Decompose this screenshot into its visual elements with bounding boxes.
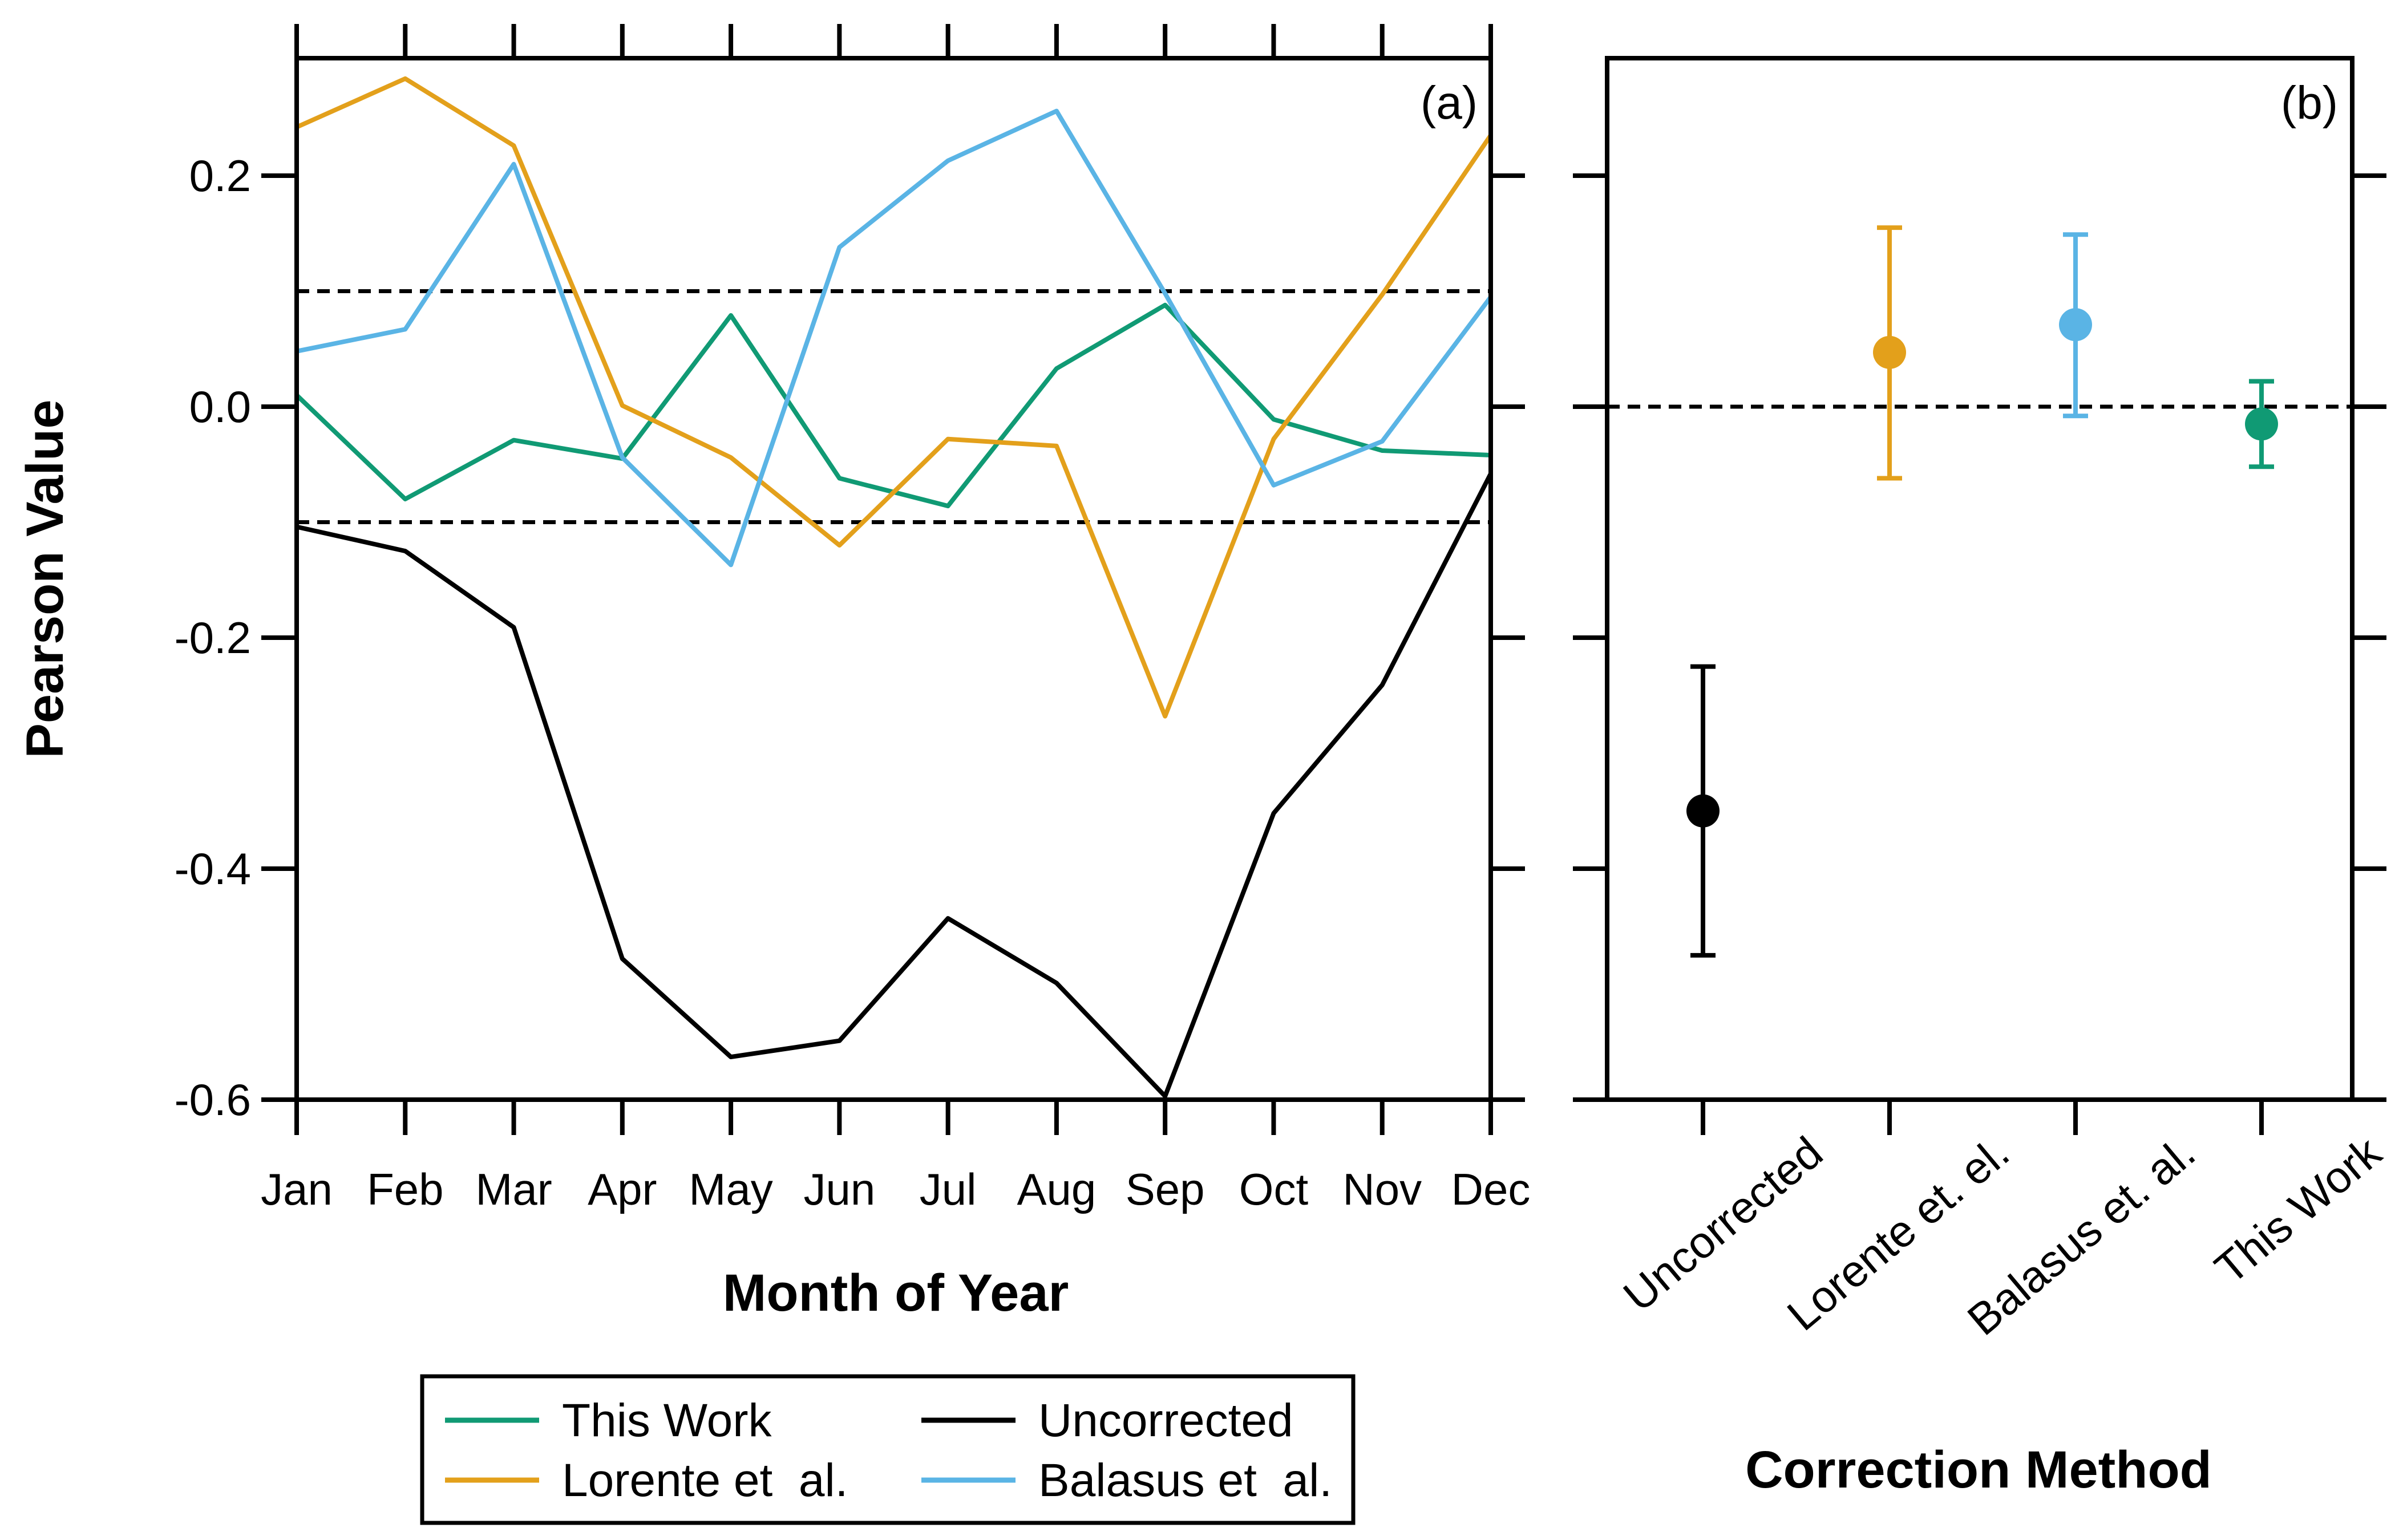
point-lorente-et-el bbox=[1873, 225, 1906, 481]
x-tick-label: Oct bbox=[1239, 1164, 1309, 1214]
x-tick-label: Nov bbox=[1342, 1164, 1422, 1214]
x-tick-label: Jun bbox=[803, 1164, 875, 1214]
point-uncorrected bbox=[1686, 664, 1720, 958]
error-bar-points bbox=[1686, 225, 2278, 958]
x-tick-labels: Jan Feb Mar Apr May Jun Jul Aug Sep Oct Nov Dec bbox=[261, 1164, 1530, 1214]
legend-box bbox=[420, 1374, 1356, 1525]
panel-label-a: (a) bbox=[1421, 77, 1478, 129]
legend-label: Balasus et al. bbox=[1038, 1454, 1332, 1506]
series-uncorrected bbox=[296, 472, 1493, 1099]
legend-label: Uncorrected bbox=[1038, 1395, 1293, 1446]
series-lorente-et-al bbox=[296, 76, 1493, 719]
marker bbox=[2245, 407, 2278, 441]
y-tick-label: -0.6 bbox=[175, 1075, 251, 1125]
legend: This Work Uncorrected Lorente et al. Balasu… bbox=[420, 1374, 1356, 1525]
y-tick-labels: -0.6 -0.4 -0.2 0.0 0.2 bbox=[175, 151, 251, 1125]
category-label: This Work bbox=[2206, 1126, 2391, 1294]
x-tick-label: Mar bbox=[475, 1164, 552, 1214]
axes-a bbox=[261, 24, 1525, 1135]
point-this-work bbox=[2245, 379, 2278, 469]
marker bbox=[1873, 335, 1906, 369]
x-axis-title-b: Correction Method bbox=[1745, 1441, 2212, 1499]
point-balasus-et-al bbox=[2059, 232, 2092, 419]
legend-item: Balasus et al. bbox=[921, 1454, 1332, 1506]
panel-a: Jan Feb Mar Apr May Jun Jul Aug Sep Oct Nov Dec -0.… bbox=[16, 24, 1530, 1322]
series-balasus-et-al bbox=[296, 108, 1493, 568]
series-lines bbox=[295, 76, 1493, 1099]
legend-item: Uncorrected bbox=[921, 1395, 1293, 1446]
reference-lines bbox=[297, 289, 1491, 524]
plot-frame bbox=[1605, 56, 2355, 1102]
x-tick-label: Jan bbox=[261, 1164, 333, 1214]
x-tick-label: Dec bbox=[1451, 1164, 1531, 1214]
axes-b bbox=[1573, 56, 2386, 1135]
x-tick-label: Feb bbox=[367, 1164, 443, 1214]
marker bbox=[1686, 794, 1720, 828]
x-tick-label: Aug bbox=[1017, 1164, 1097, 1214]
x-tick-label: Apr bbox=[588, 1164, 657, 1214]
x-tick-label: Sep bbox=[1126, 1164, 1205, 1214]
series-this-work bbox=[295, 302, 1491, 509]
legend-label: Lorente et al. bbox=[562, 1454, 848, 1506]
x-tick-label: Jul bbox=[920, 1164, 977, 1214]
y-tick-label: -0.4 bbox=[175, 844, 251, 894]
panel-label-b: (b) bbox=[2281, 77, 2338, 129]
marker bbox=[2059, 308, 2092, 342]
y-tick-label: -0.2 bbox=[175, 613, 251, 663]
x-axis-title-a: Month of Year bbox=[723, 1264, 1069, 1322]
x-tick-label: May bbox=[689, 1164, 772, 1214]
legend-item: This Work bbox=[445, 1395, 772, 1446]
y-tick-label: 0.2 bbox=[189, 151, 251, 201]
legend-item: Lorente et al. bbox=[445, 1454, 848, 1506]
legend-label: This Work bbox=[562, 1395, 772, 1446]
y-axis-title: Pearson Value bbox=[16, 400, 74, 759]
y-tick-label: 0.0 bbox=[189, 382, 251, 432]
